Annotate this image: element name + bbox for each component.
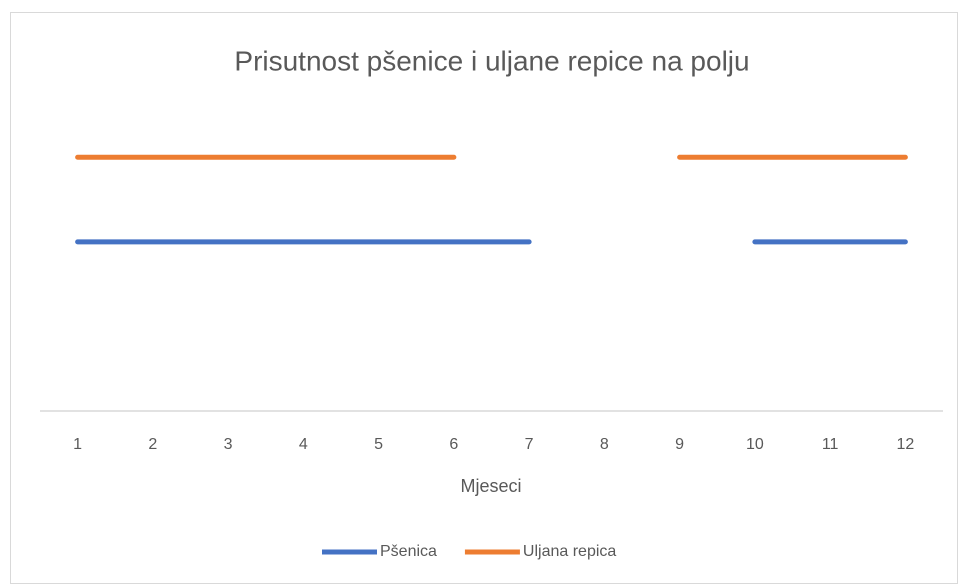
x-tick-label: 3 bbox=[224, 436, 233, 453]
x-tick-label: 5 bbox=[374, 436, 383, 453]
x-tick-label: 8 bbox=[600, 436, 609, 453]
chart-border bbox=[10, 12, 958, 584]
x-tick-label: 7 bbox=[525, 436, 534, 453]
x-axis-title: Mjeseci bbox=[460, 476, 521, 496]
x-tick-label: 9 bbox=[675, 436, 684, 453]
x-tick-label: 11 bbox=[822, 436, 839, 453]
x-tick-label: 1 bbox=[73, 436, 82, 453]
x-tick-label: 4 bbox=[299, 436, 308, 453]
x-tick-label: 6 bbox=[449, 436, 458, 453]
legend-label: Pšenica bbox=[380, 543, 437, 560]
chart-title: Prisutnost pšenice i uljane repice na po… bbox=[234, 45, 749, 76]
x-tick-label: 12 bbox=[896, 436, 914, 453]
legend-label: Uljana repica bbox=[523, 543, 616, 560]
x-tick-label: 2 bbox=[148, 436, 157, 453]
x-tick-label: 10 bbox=[746, 436, 764, 453]
